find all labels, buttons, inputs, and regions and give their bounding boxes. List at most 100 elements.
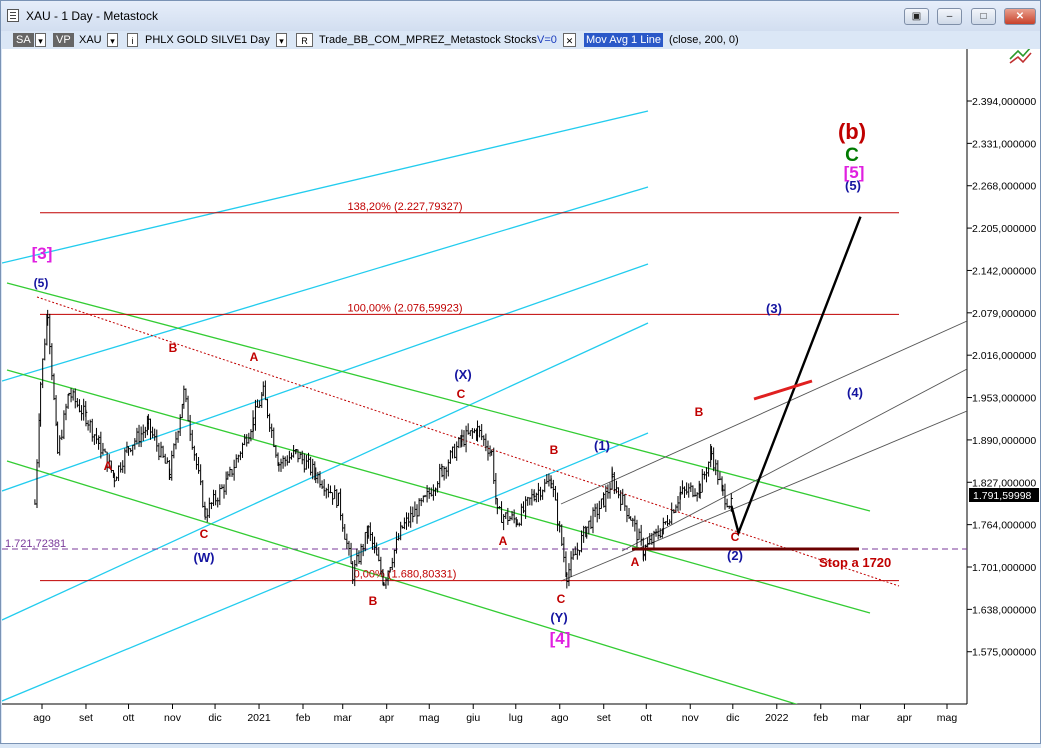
wave-label-16: (1) [594, 438, 610, 453]
wave-label-25: C [845, 145, 859, 166]
info-icon[interactable]: i [127, 33, 138, 47]
fib-level-label: 138,20% (2.227,79327) [348, 201, 463, 213]
x-tick-label: ago [33, 712, 51, 724]
fib-level-label: 100,00% (2.076,59923) [348, 302, 463, 314]
x-tick-label: mag [419, 712, 440, 724]
y-tick-label: 1.764,000000 [972, 520, 1036, 532]
y-tick-label: 1.575,000000 [972, 647, 1036, 659]
vp-button[interactable]: VP [53, 33, 74, 47]
price-chart[interactable]: 2.394,000000 2.331,000000 2.268,000000 2.20… [2, 36, 1040, 743]
grey-line-3 [621, 368, 967, 552]
x-tick-label: 2022 [765, 712, 789, 724]
x-tick-label: set [597, 712, 611, 724]
projection-path [730, 216, 862, 537]
y-tick-label: 2.142,000000 [972, 265, 1036, 277]
y-tick-label: 2.394,000000 [972, 96, 1036, 108]
wave-label-18: B [695, 405, 704, 419]
wave-label-6: (W) [194, 550, 215, 565]
cyan-line-3 [2, 263, 649, 492]
wave-label-17: A [631, 555, 640, 569]
r-button[interactable]: R [296, 33, 313, 47]
x-tick-label: apr [897, 712, 913, 724]
window-title: XAU - 1 Day - Metastock [26, 9, 159, 23]
x-tick-label: 2021 [247, 712, 271, 724]
cyan-line-5 [2, 432, 649, 702]
x-tick-label: ott [123, 712, 135, 724]
sa-button[interactable]: SA [13, 33, 34, 47]
wave-label-4: B [169, 341, 178, 355]
moving-average-indicator[interactable]: Mov Avg 1 Line [584, 33, 664, 47]
wave-label-21: (3) [766, 301, 782, 316]
sa-dropdown-icon[interactable]: ▾ [35, 33, 46, 47]
y-tick-label: 2.331,000000 [972, 138, 1036, 150]
period-dropdown-icon[interactable]: ▾ [276, 33, 287, 47]
last-price-box [969, 488, 1039, 502]
cyan-line-1 [2, 110, 649, 264]
period-label[interactable]: 1 Day [241, 34, 270, 46]
security-name: PHLX GOLD SILVE [145, 34, 242, 46]
x-tick-label: nov [682, 712, 700, 724]
moving-average-params: (close, 200, 0) [669, 34, 739, 46]
wave-label-1: [3] [32, 244, 53, 263]
grey-line-1 [560, 410, 967, 582]
y-tick-label: 2.079,000000 [972, 308, 1036, 320]
title-bar: XAU - 1 Day - Metastock ▣ – □ ✕ [1, 1, 1040, 31]
chart-toolbar: SA ▾ VP XAU ▾ i PHLX GOLD SILVE 1 Day ▾ … [1, 31, 1040, 49]
wave-label-26: (b) [838, 119, 866, 144]
wave-label-11: A [499, 534, 508, 548]
y-tick-label: 2.016,000000 [972, 350, 1036, 362]
x-tick-label: feb [813, 712, 828, 724]
close-indicator-icon[interactable]: ✕ [563, 33, 576, 47]
x-tick-label: mar [334, 712, 353, 724]
x-tick-label: mar [851, 712, 870, 724]
cyan-line-2 [2, 186, 649, 382]
green-line-lower [6, 460, 798, 704]
red-dotted-trendline [36, 296, 900, 587]
wave-label-24: [5] [844, 163, 865, 182]
chart-options-icon[interactable] [1009, 46, 1032, 64]
chart-panel[interactable]: 2.394,000000 2.331,000000 2.268,000000 2.20… [2, 36, 1040, 743]
breakout-marker [753, 379, 813, 401]
green-line-mid [6, 369, 871, 614]
y-tick-label: 1.890,000000 [972, 435, 1036, 447]
wave-label-22: (4) [847, 385, 863, 400]
projection-line [730, 216, 862, 537]
wave-label-19: C [731, 530, 740, 544]
support-label: 1.721,72381 [5, 538, 66, 550]
v-label: V=0 [537, 34, 557, 46]
restore-outer-button[interactable]: ▣ [904, 8, 929, 25]
y-tick-label: 1.953,000000 [972, 393, 1036, 405]
wave-label-20: (2) [727, 548, 743, 563]
wave-label-13: C [557, 592, 566, 606]
y-tick-label: 2.268,000000 [972, 181, 1036, 193]
cyan-channel-lines [2, 110, 649, 702]
x-tick-label: ago [551, 712, 569, 724]
wave-label-3: A [104, 459, 113, 473]
fib-level-label: 0,00% (1.680,80331) [354, 569, 457, 581]
y-tick-label: 2.205,000000 [972, 223, 1036, 235]
x-tick-label: ott [640, 712, 652, 724]
wave-label-10: (X) [454, 367, 471, 382]
maximize-button[interactable]: □ [971, 8, 996, 25]
symbol-dropdown-icon[interactable]: ▾ [107, 33, 118, 47]
x-tick-label: set [79, 712, 93, 724]
y-axis: 2.394,000000 2.331,000000 2.268,000000 2.20… [967, 96, 1036, 659]
x-tick-label: feb [296, 712, 311, 724]
close-button[interactable]: ✕ [1004, 8, 1036, 25]
x-tick-label: mag [937, 712, 958, 724]
x-tick-label: dic [208, 712, 221, 724]
wave-label-7: A [250, 350, 259, 364]
green-channel-lines [6, 282, 871, 704]
minimize-button[interactable]: – [937, 8, 962, 25]
y-tick-label: 1.701,000000 [972, 562, 1036, 574]
symbol-label[interactable]: XAU [79, 34, 102, 46]
grey-line-2 [560, 320, 967, 505]
grey-channel-lines [560, 320, 967, 582]
wave-label-12: B [550, 443, 559, 457]
price-series [34, 309, 733, 589]
y-tick-label: 1.827,000000 [972, 477, 1036, 489]
wave-labels: [3] (5) A B C (W) A B C (X) A B C (Y) [4] (1) A B C (2) (3) (… [32, 119, 866, 648]
cyan-line-4 [2, 322, 649, 621]
wave-label-14: (Y) [550, 610, 567, 625]
